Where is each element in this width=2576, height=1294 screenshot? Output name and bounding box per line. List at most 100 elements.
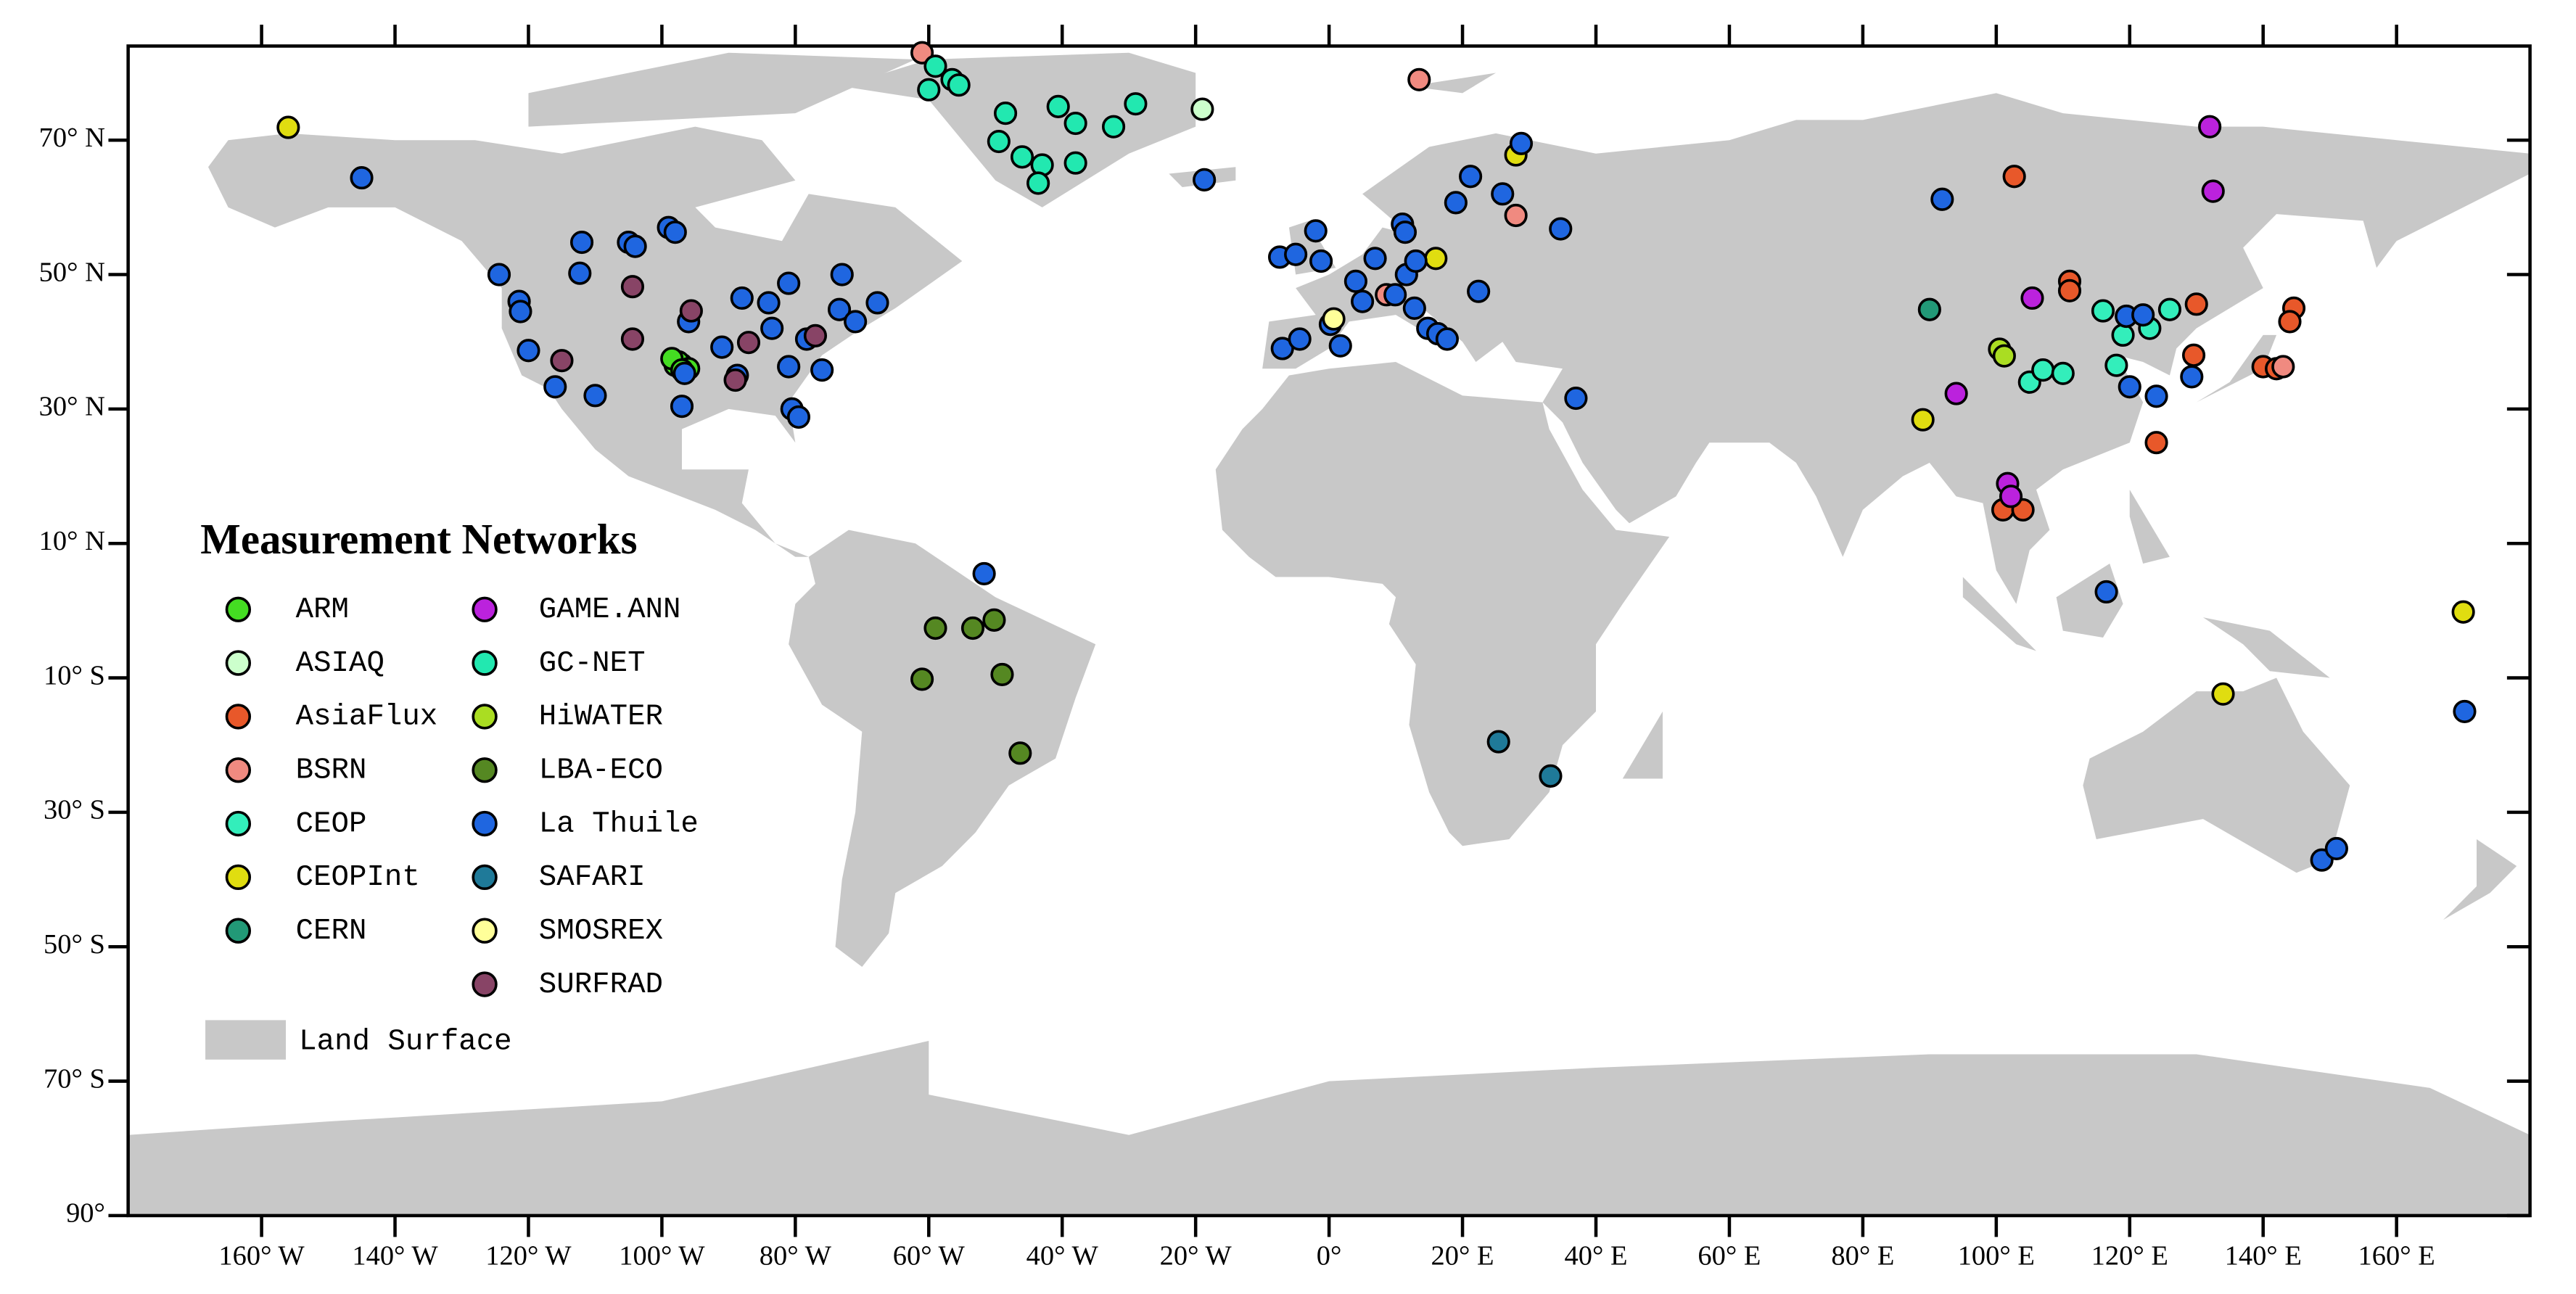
site-marker [1270,337,1294,360]
site-marker [757,291,781,315]
site-marker [2091,299,2115,323]
site-marker [2051,361,2075,385]
site-marker [569,230,594,255]
legend-label: ASIAQ [296,647,384,680]
x-tick-label: 100° E [1958,1241,2035,1272]
site-marker [2180,365,2204,389]
site-marker [1288,327,1312,351]
site-marker [1404,249,1428,273]
site-marker [1539,764,1563,788]
site-marker [620,327,645,351]
site-marker [1509,131,1534,155]
legend-label: GC-NET [539,647,646,680]
site-marker [2118,375,2141,399]
legend-marker [472,596,498,622]
x-tick-label: 140° W [352,1241,438,1272]
site-marker [1193,168,1217,191]
site-marker [1459,165,1483,189]
site-marker [543,375,567,399]
site-marker [1026,171,1050,195]
legend-marker [472,650,498,676]
legend-label: SAFARI [539,861,646,894]
site-marker [990,662,1014,687]
x-tick-label: 120° E [2091,1241,2168,1272]
legend-marker [472,918,498,944]
x-tick-label: 60° W [893,1241,966,1272]
x-tick-label: 80° E [1831,1241,1894,1272]
legend-marker [225,704,252,730]
site-marker [1124,92,1148,116]
site-marker [2211,682,2235,706]
site-marker [2020,286,2044,310]
site-marker [1309,249,1333,273]
site-marker [1402,296,1426,320]
y-tick-label: 70° S [44,1063,105,1094]
site-marker [1992,344,2016,368]
legend-label: BSRN [296,754,367,788]
site-marker [620,275,645,299]
site-marker [810,358,834,382]
legend-marker [472,704,498,730]
site-marker [2144,384,2168,408]
site-marker [1917,297,1941,321]
site-marker [786,405,811,429]
site-marker [2198,115,2222,139]
site-marker [730,286,754,310]
site-marker [350,166,374,190]
legend-label: GAME.ANN [539,593,681,627]
site-marker [568,261,592,285]
site-marker [803,324,828,347]
site-marker [923,54,947,78]
y-tick-label: 50° N [39,257,105,287]
site-marker [2057,279,2082,302]
site-marker [2094,580,2118,604]
legend-label: CERN [296,915,367,948]
legend-label: CEOP [296,807,367,841]
site-marker [2324,836,2348,861]
site-marker [1008,741,1032,765]
site-marker [1424,247,1448,271]
legend-label: HiWATER [539,701,663,734]
site-marker [1549,217,1573,241]
site-marker [2131,303,2155,327]
site-marker [1063,111,1087,136]
site-marker [623,234,647,258]
legend-label: ARM [296,593,349,627]
x-tick-label: 160° W [218,1241,305,1272]
site-marker [1467,279,1491,303]
y-tick-label: 70° N [39,123,105,153]
x-tick-label: 20° W [1160,1241,1233,1272]
site-marker [723,368,747,392]
x-tick-label: 40° W [1026,1241,1099,1272]
legend-marker [225,596,252,622]
legend-label: LBA-ECO [539,754,663,788]
site-marker [987,129,1011,154]
legend-marker [472,864,498,891]
site-marker [1383,283,1407,307]
x-tick-label: 60° E [1698,1241,1761,1272]
y-tick-label: 30° S [44,795,105,825]
site-marker [844,310,868,334]
x-tick-label: 80° W [760,1241,832,1272]
site-marker [827,297,852,321]
site-marker [663,221,687,244]
x-tick-label: 140° E [2225,1241,2302,1272]
y-tick-label: 10° N [39,526,105,556]
legend-label: SMOSREX [539,915,663,948]
legend-title: Measurement Networks [200,516,637,563]
site-marker [1304,219,1328,243]
site-marker [1393,221,1417,244]
site-marker [923,616,947,640]
site-marker [2453,699,2477,723]
site-marker [830,263,854,287]
site-marker [2157,297,2182,321]
site-marker [993,102,1018,125]
x-tick-label: 120° W [485,1241,572,1272]
site-marker [1343,269,1367,293]
site-marker [1944,382,1968,405]
legend-marker [472,757,498,783]
legend-label: AsiaFlux [296,701,438,734]
site-marker [509,300,532,324]
site-marker [1444,191,1468,215]
site-marker [2451,600,2475,624]
